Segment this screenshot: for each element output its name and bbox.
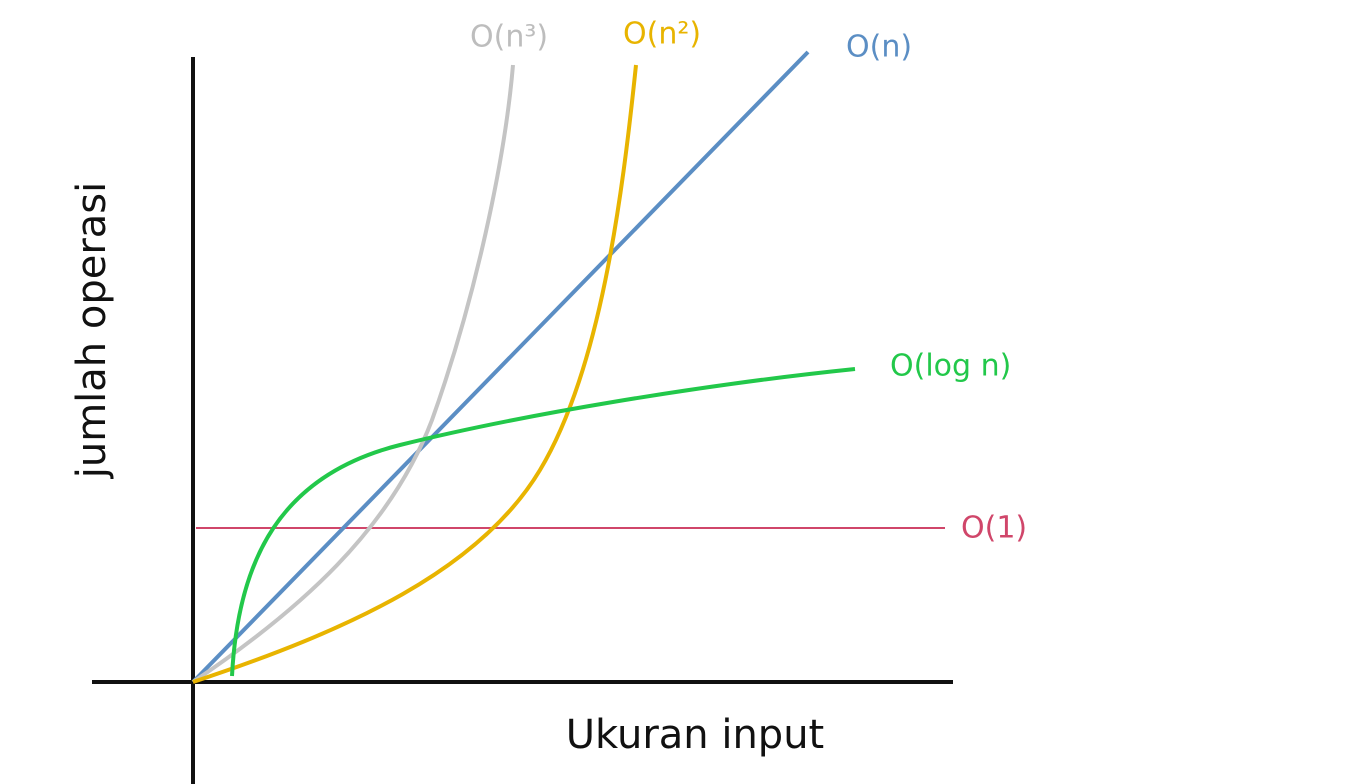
curve-label: O(n³) bbox=[470, 20, 548, 55]
curve-cubic bbox=[191, 64, 515, 684]
curve-label: O(n) bbox=[846, 30, 912, 65]
curve-log bbox=[230, 367, 856, 677]
curve-label: O(1) bbox=[961, 511, 1027, 546]
curve-linear bbox=[191, 50, 810, 684]
curve-label: O(n²) bbox=[623, 17, 701, 52]
curve-label: O(log n) bbox=[890, 349, 1011, 384]
y-axis-label: jumlah operasi bbox=[69, 182, 115, 480]
x-axis-label: Ukuran input bbox=[566, 712, 824, 758]
curve-quadratic bbox=[192, 64, 638, 684]
